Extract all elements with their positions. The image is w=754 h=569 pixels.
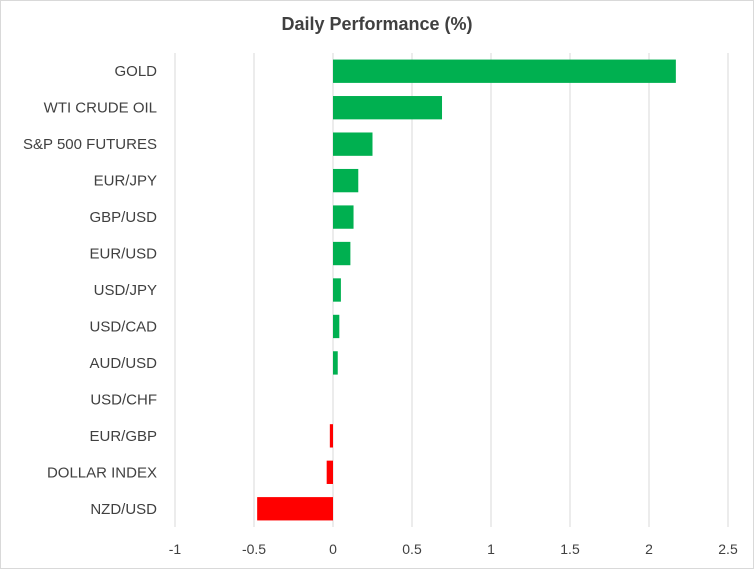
category-label: GBP/USD [89,209,157,226]
category-label: USD/CHF [90,391,157,408]
grid-lines [174,53,729,527]
bar-usd-cad [333,314,340,339]
x-tick-label: 0.5 [402,541,422,557]
x-tick-label: 2.5 [718,541,738,557]
category-label: EUR/GBP [89,428,157,445]
bar-gbp-usd [333,205,354,229]
bar-nzd-usd [257,497,333,521]
category-label: USD/CAD [89,318,157,335]
category-label: AUD/USD [89,355,157,372]
category-label: WTI CRUDE OIL [44,100,157,117]
category-label: NZD/USD [90,501,157,518]
x-tick-labels: -1 -0.5 0 0.5 1 1.5 2 2.5 [169,541,738,557]
bar-s-p-500-futures [333,132,373,156]
bar-usd-jpy [333,278,341,302]
x-tick-label: 1.5 [560,541,580,557]
category-label: DOLLAR INDEX [47,464,157,481]
x-tick-label: -1 [169,541,182,557]
bar-dollar-index [326,460,333,484]
x-tick-label: -0.5 [242,541,266,557]
category-label: EUR/USD [89,246,157,263]
category-label: GOLD [114,63,157,80]
x-tick-label: 1 [487,541,495,557]
bar-gold [333,59,676,83]
bar-aud-usd [333,351,338,375]
category-label: USD/JPY [94,282,157,299]
bar-eur-jpy [333,168,359,193]
x-tick-label: 0 [329,541,337,557]
category-labels: GOLD WTI CRUDE OIL S&P 500 FUTURES EUR/JPY G… [23,63,157,518]
x-tick-label: 2 [645,541,653,557]
chart-title: Daily Performance (%) [281,14,473,34]
category-label: EUR/JPY [94,173,157,190]
bar-wti-crude-oil [333,96,443,120]
bar-eur-gbp [329,424,333,448]
bars [257,59,676,521]
bar-eur-usd [333,241,351,266]
category-label: S&P 500 FUTURES [23,136,157,153]
